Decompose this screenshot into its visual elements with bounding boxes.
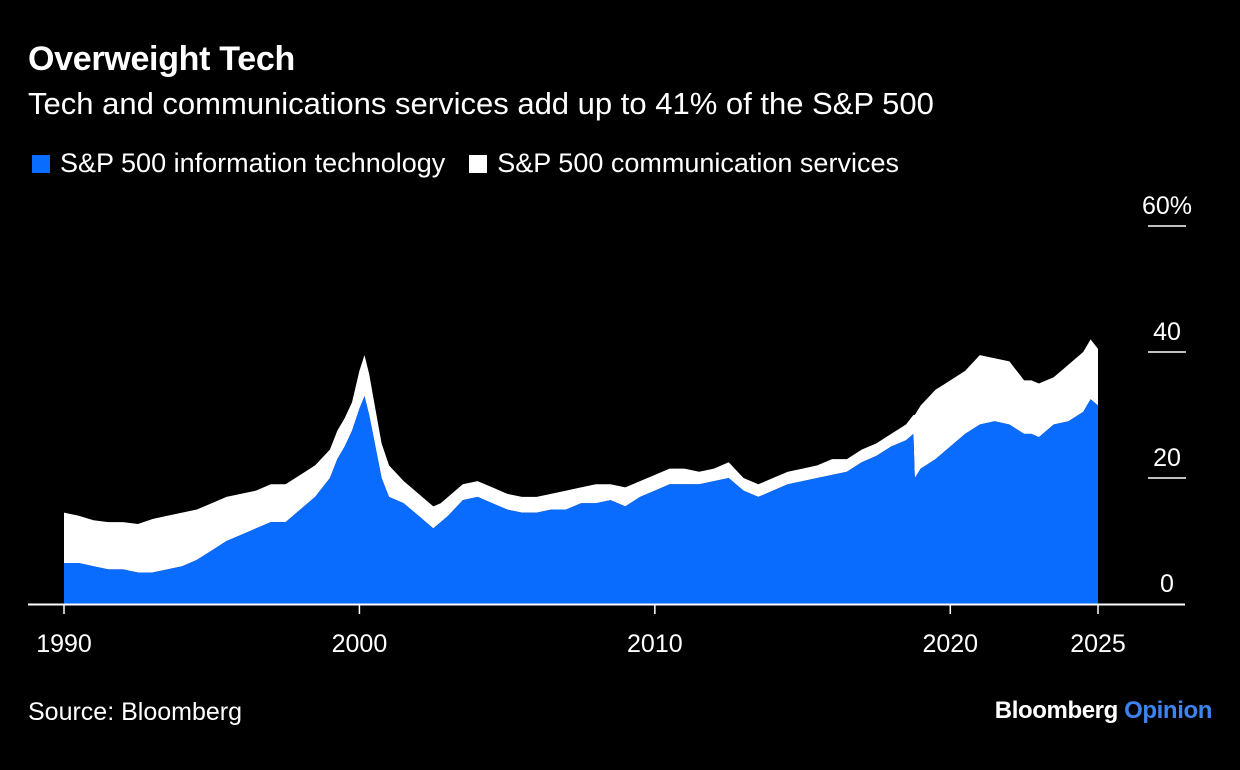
legend-swatch-tech — [32, 154, 50, 173]
brand-logo: Bloomberg Opinion — [994, 697, 1213, 725]
legend-swatch-comm — [469, 154, 488, 173]
area-communication-services — [64, 339, 1098, 573]
brand-accent: Opinion — [1124, 697, 1212, 724]
chart-subtitle: Tech and communications services add up … — [28, 86, 934, 121]
legend-item-tech: S&P 500 information technology — [32, 148, 445, 179]
x-tick-label-1990: 1990 — [36, 630, 92, 658]
source-note: Source: Bloomberg — [28, 698, 243, 726]
y-tick-label-20: 20 — [1153, 444, 1181, 472]
y-tick-label-0: 0 — [1160, 570, 1174, 598]
y-tick-label-60: 60% — [1142, 192, 1192, 220]
x-tick-label-2000: 2000 — [332, 630, 388, 658]
y-tick-label-40: 40 — [1153, 318, 1181, 346]
legend-label-tech: S&P 500 information technology — [60, 148, 446, 178]
x-tick-label-2025: 2025 — [1070, 630, 1126, 658]
brand-main: Bloomberg — [994, 697, 1118, 724]
area-information-technology — [64, 396, 1098, 604]
legend-label-comm: S&P 500 communication services — [497, 148, 899, 178]
x-tick-label-2020: 2020 — [922, 630, 978, 658]
legend-item-comm: S&P 500 communication services — [469, 148, 899, 179]
x-tick-label-2010: 2010 — [627, 630, 683, 658]
chart-title: Overweight Tech — [28, 40, 295, 78]
legend: S&P 500 information technology S&P 500 c… — [32, 148, 923, 179]
